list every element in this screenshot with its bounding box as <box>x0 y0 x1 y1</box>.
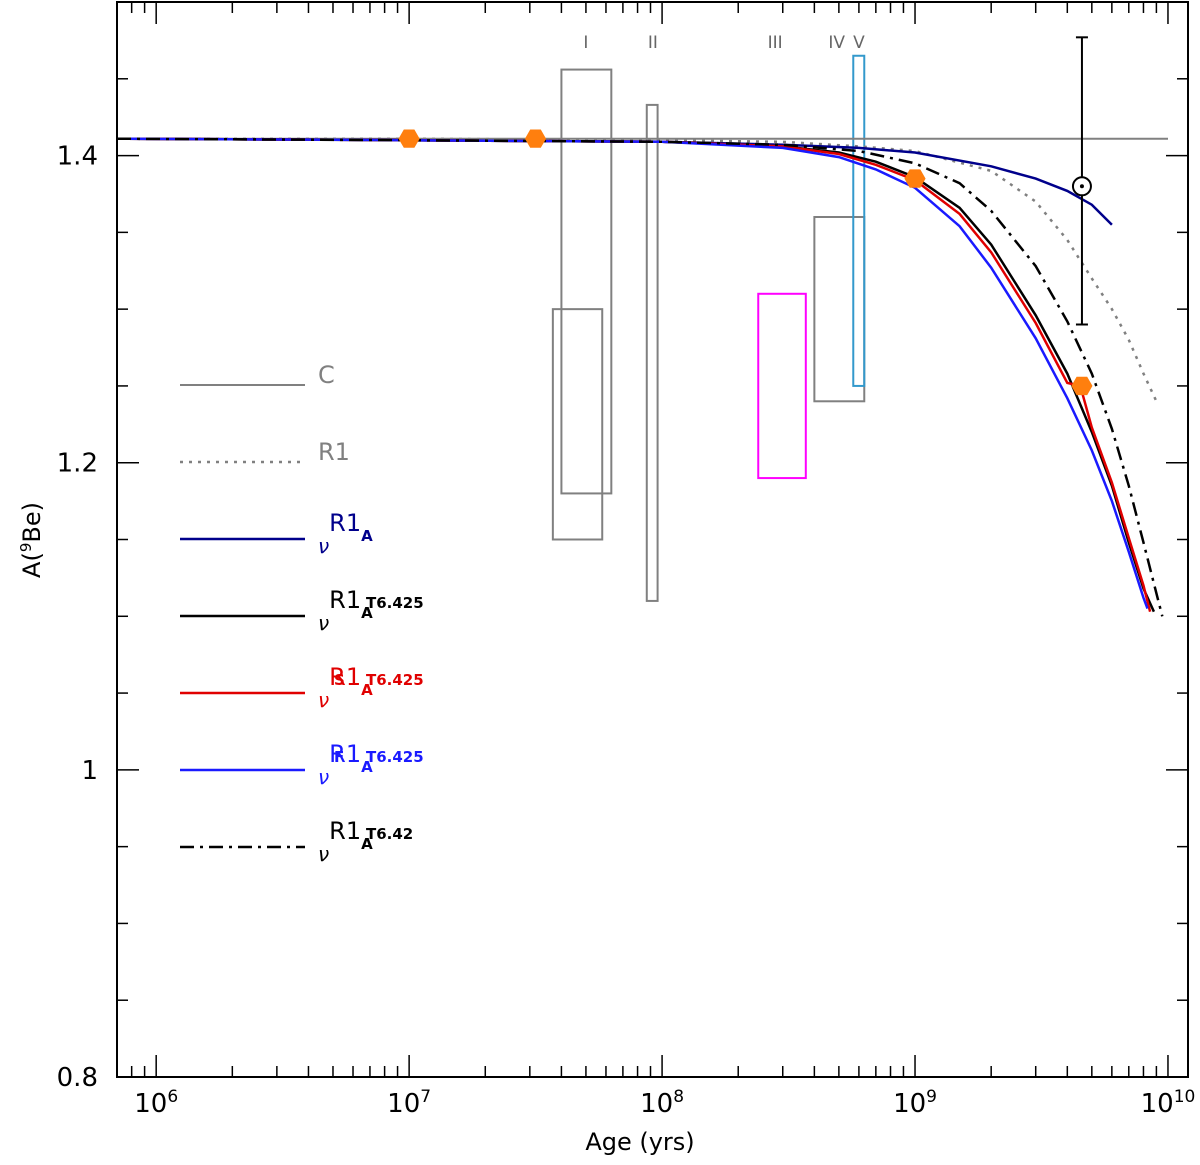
cluster-label: I <box>583 33 588 53</box>
legend-label-SnuR1A_T6425: νR1A <box>318 663 373 712</box>
legend-label-R1: R1 <box>318 438 350 466</box>
series-line-SnuR1A_T6425 <box>116 137 1152 613</box>
legend: CR1νR1AνR1AT6.425νR1AT6.425SνR1AT6.425Fν… <box>180 361 424 866</box>
y-tick-label: 1 <box>81 756 98 786</box>
legend-prefix-FnuR1A_T6425: F <box>334 748 344 766</box>
age-marker <box>398 129 420 148</box>
cluster-box <box>560 68 613 495</box>
cluster-label: III <box>768 33 783 53</box>
legend-label-nuR1A_T642: νR1A <box>318 817 373 866</box>
legend-prefix-SnuR1A_T6425: S <box>334 671 345 689</box>
series-line-R1 <box>117 137 1158 402</box>
series-line-nuR1A_T6425 <box>116 137 1156 613</box>
legend-sup-nuR1A_T642: T6.42 <box>366 825 413 843</box>
series-line-nuR1A_T642 <box>116 137 1164 617</box>
cluster-label: V <box>853 33 865 53</box>
x-axis-title: Age (yrs) <box>585 1128 694 1156</box>
legend-sup-FnuR1A_T6425: T6.425 <box>366 748 424 766</box>
age-marker <box>904 169 926 188</box>
model-curves <box>116 137 1168 617</box>
legend-sup-nuR1A_T6425: T6.425 <box>366 594 424 612</box>
cluster-box <box>813 216 866 403</box>
x-tick-label: 1010 <box>1141 1087 1196 1119</box>
age-marker <box>524 129 547 148</box>
cluster-label: II <box>648 33 658 53</box>
axis-ticks: 106 107 108 109 1010 0.8 1 1.2 1.4 <box>57 2 1196 1119</box>
axis-labels: Age (yrs) A(9Be) <box>17 502 695 1156</box>
cluster-box <box>551 308 604 541</box>
legend-label-FnuR1A_T6425: νR1A <box>318 740 373 789</box>
legend-sup-SnuR1A_T6425: T6.425 <box>366 671 424 689</box>
legend-label-C: C <box>318 361 335 389</box>
age-markers <box>398 129 1093 396</box>
x-tick-label: 108 <box>640 1087 684 1119</box>
series-line-FnuR1A_T6425 <box>116 137 1149 610</box>
cluster-box <box>645 103 659 602</box>
y-tick-label: 1.2 <box>57 449 98 479</box>
y-tick-label: 1.4 <box>57 142 98 172</box>
cluster-boxes: I II III IV V <box>551 33 866 602</box>
y-axis-title: A(9Be) <box>17 502 46 578</box>
legend-label-nuR1A: νR1A <box>318 509 373 558</box>
age-marker <box>1071 376 1093 396</box>
x-tick-label: 107 <box>387 1087 431 1119</box>
y-tick-label: 0.8 <box>57 1063 98 1093</box>
y-axis-title-sup: 9 <box>17 543 35 553</box>
x-tick-label: 106 <box>134 1087 178 1119</box>
sun-symbol-dot <box>1079 184 1084 189</box>
x-tick-label: 109 <box>893 1087 937 1119</box>
cluster-label: IV <box>828 33 845 53</box>
cluster-box <box>852 54 866 387</box>
legend-label-nuR1A_T6425: νR1A <box>318 586 373 635</box>
sun-point <box>1071 36 1092 326</box>
cluster-box <box>757 292 807 480</box>
